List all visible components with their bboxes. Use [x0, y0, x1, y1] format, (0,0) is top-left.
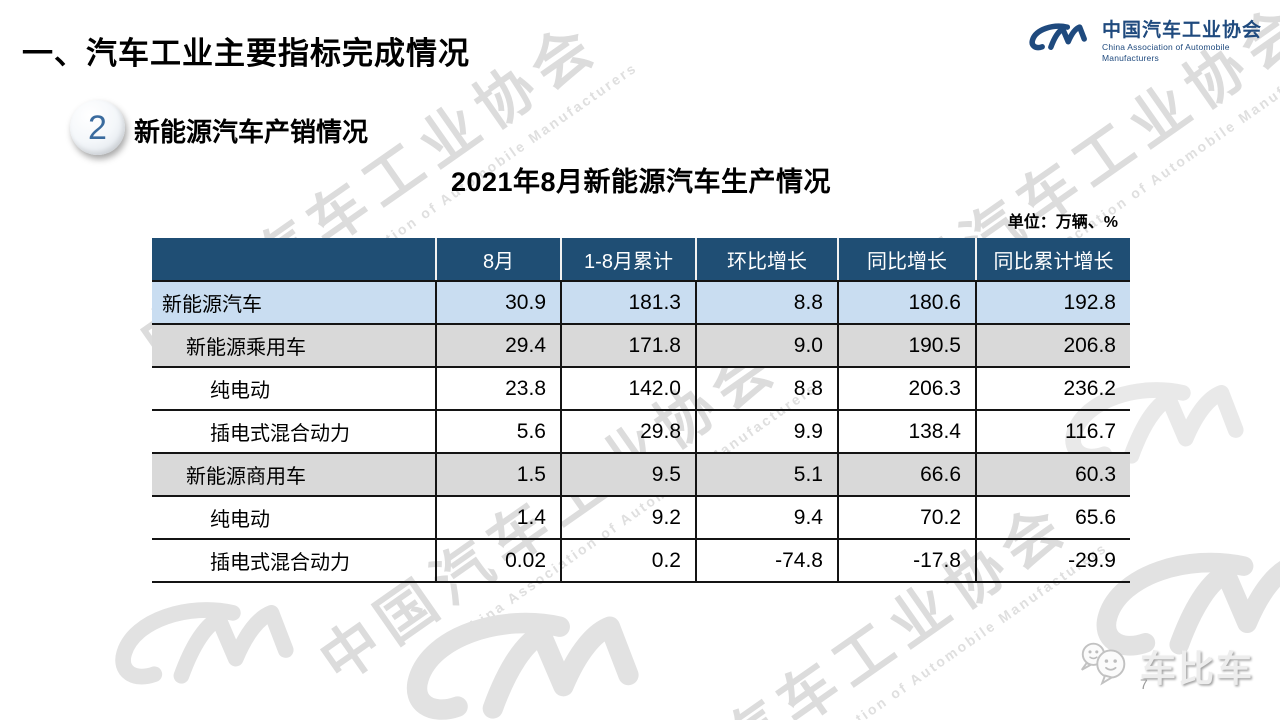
cell-value: 66.6 [837, 454, 975, 495]
row-label: 新能源汽车 [162, 294, 262, 316]
caam-name-en: China Association of Automobile Manufact… [1102, 41, 1230, 63]
cell-value: -29.9 [975, 540, 1130, 581]
column-header-1: 8月 [435, 238, 560, 280]
cell-value: 70.2 [837, 497, 975, 538]
cell-value: 236.2 [975, 368, 1130, 409]
table-header-row: 8月 1-8月累计 环比增长 同比增长 同比累计增长 [152, 238, 1130, 282]
unit-label: 单位：万辆、% [1007, 214, 1118, 231]
nev-production-table: 8月 1-8月累计 环比增长 同比增长 同比累计增长 新能源汽车 30.9 181.3 8.8… [152, 238, 1130, 583]
row-label: 新能源乘用车 [186, 337, 306, 359]
row-label: 纯电动 [210, 380, 270, 402]
caam-swoosh-icon [1028, 18, 1092, 65]
table-title: 2021年8月新能源汽车生产情况 [450, 167, 832, 197]
column-header-2: 1-8月累计 [560, 238, 695, 280]
cell-value: 9.9 [695, 411, 837, 452]
cell-value: 65.6 [975, 497, 1130, 538]
cell-value: 0.02 [435, 540, 560, 581]
cell-value: 9.2 [560, 497, 695, 538]
cell-value: -17.8 [837, 540, 975, 581]
column-header-0 [152, 238, 435, 280]
table-row: 插电式混合动力 5.6 29.8 9.9 138.4 116.7 [152, 411, 1130, 454]
footer-brand: 车比车 [1076, 638, 1254, 693]
cell-value: 9.5 [560, 454, 695, 495]
row-label: 插电式混合动力 [210, 552, 350, 574]
brand-label: 车比车 [1140, 648, 1255, 689]
cell-value: 1.4 [435, 497, 560, 538]
cell-value: 192.8 [975, 282, 1130, 323]
cell-value: 8.8 [695, 368, 837, 409]
cell-value: 60.3 [975, 454, 1130, 495]
cell-value: 5.1 [695, 454, 837, 495]
cell-value: 181.3 [560, 282, 695, 323]
section-title: 一、汽车工业主要指标完成情况 [22, 36, 470, 71]
cell-value: 206.3 [837, 368, 975, 409]
caam-logo: 中国汽车工业协会 China Association of Automobile… [1028, 18, 1280, 65]
cell-value: 180.6 [837, 282, 975, 323]
cell-value: 190.5 [837, 325, 975, 366]
cell-value: 9.4 [695, 497, 837, 538]
chat-faces-icon [1076, 638, 1134, 693]
cell-value: 1.5 [435, 454, 560, 495]
column-header-4: 同比增长 [837, 238, 975, 280]
cell-value: 206.8 [975, 325, 1130, 366]
section-number-badge: 2 [70, 100, 125, 155]
table-row: 纯电动 1.4 9.2 9.4 70.2 65.6 [152, 497, 1130, 540]
cell-value: 5.6 [435, 411, 560, 452]
cell-value: 29.4 [435, 325, 560, 366]
cell-value: 116.7 [975, 411, 1130, 452]
row-label: 纯电动 [210, 509, 270, 531]
cell-value: 138.4 [837, 411, 975, 452]
cell-value: 29.8 [560, 411, 695, 452]
table-body: 新能源汽车 30.9 181.3 8.8 180.6 192.8 新能源乘用车 29.4 171… [152, 282, 1130, 583]
cell-value: 142.0 [560, 368, 695, 409]
table-row: 插电式混合动力 0.02 0.2 -74.8 -17.8 -29.9 [152, 540, 1130, 583]
cell-value: 8.8 [695, 282, 837, 323]
row-label: 新能源商用车 [186, 466, 306, 488]
table-row: 新能源乘用车 29.4 171.8 9.0 190.5 206.8 [152, 325, 1130, 368]
badge-number: 2 [88, 108, 107, 147]
page-number: 7 [1140, 676, 1148, 692]
column-header-3: 环比增长 [695, 238, 837, 280]
table-row: 新能源商用车 1.5 9.5 5.1 66.6 60.3 [152, 454, 1130, 497]
caam-name-cn: 中国汽车工业协会 [1102, 19, 1263, 41]
cell-value: 0.2 [560, 540, 695, 581]
cell-value: -74.8 [695, 540, 837, 581]
table-row: 新能源汽车 30.9 181.3 8.8 180.6 192.8 [152, 282, 1130, 325]
row-label: 插电式混合动力 [210, 423, 350, 445]
cell-value: 30.9 [435, 282, 560, 323]
table-row: 纯电动 23.8 142.0 8.8 206.3 236.2 [152, 368, 1130, 411]
slide-subtitle: 新能源汽车产销情况 [134, 117, 369, 147]
cell-value: 9.0 [695, 325, 837, 366]
column-header-5: 同比累计增长 [975, 238, 1130, 280]
cell-value: 171.8 [560, 325, 695, 366]
cell-value: 23.8 [435, 368, 560, 409]
